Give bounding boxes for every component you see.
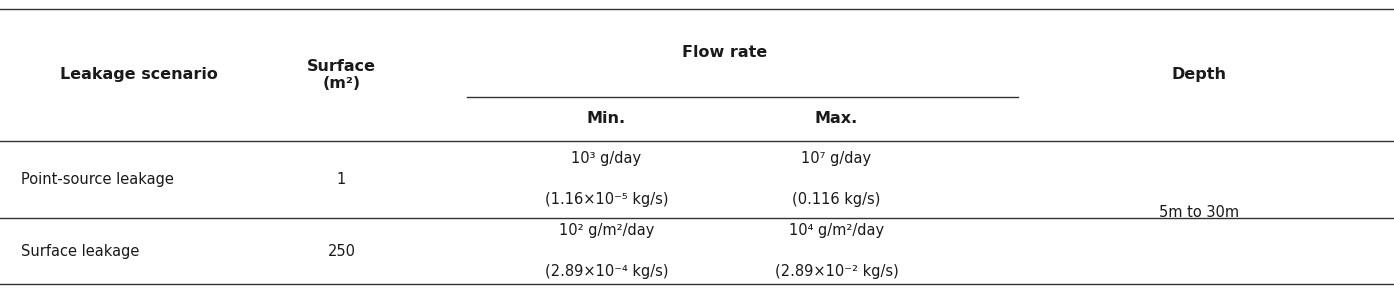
- Text: Min.: Min.: [587, 111, 626, 126]
- Text: Max.: Max.: [814, 111, 859, 126]
- Text: (2.89×10⁻⁴ kg/s): (2.89×10⁻⁴ kg/s): [545, 264, 668, 279]
- Text: Flow rate: Flow rate: [682, 45, 768, 60]
- Text: Surface leakage: Surface leakage: [21, 244, 139, 259]
- Text: (2.89×10⁻² kg/s): (2.89×10⁻² kg/s): [775, 264, 898, 279]
- Text: Leakage scenario: Leakage scenario: [60, 67, 219, 82]
- Text: (0.116 kg/s): (0.116 kg/s): [792, 193, 881, 207]
- Text: 5m to 30m: 5m to 30m: [1158, 205, 1239, 220]
- Text: 10³ g/day: 10³ g/day: [572, 151, 641, 166]
- Text: 10⁷ g/day: 10⁷ g/day: [802, 151, 871, 166]
- Text: (1.16×10⁻⁵ kg/s): (1.16×10⁻⁵ kg/s): [545, 193, 668, 207]
- Text: 10² g/m²/day: 10² g/m²/day: [559, 223, 654, 238]
- Text: Surface
(m²): Surface (m²): [307, 59, 376, 91]
- Text: 250: 250: [328, 244, 355, 259]
- Text: 1: 1: [337, 172, 346, 187]
- Text: Depth: Depth: [1171, 67, 1227, 82]
- Text: 10⁴ g/m²/day: 10⁴ g/m²/day: [789, 223, 884, 238]
- Text: Point-source leakage: Point-source leakage: [21, 172, 174, 187]
